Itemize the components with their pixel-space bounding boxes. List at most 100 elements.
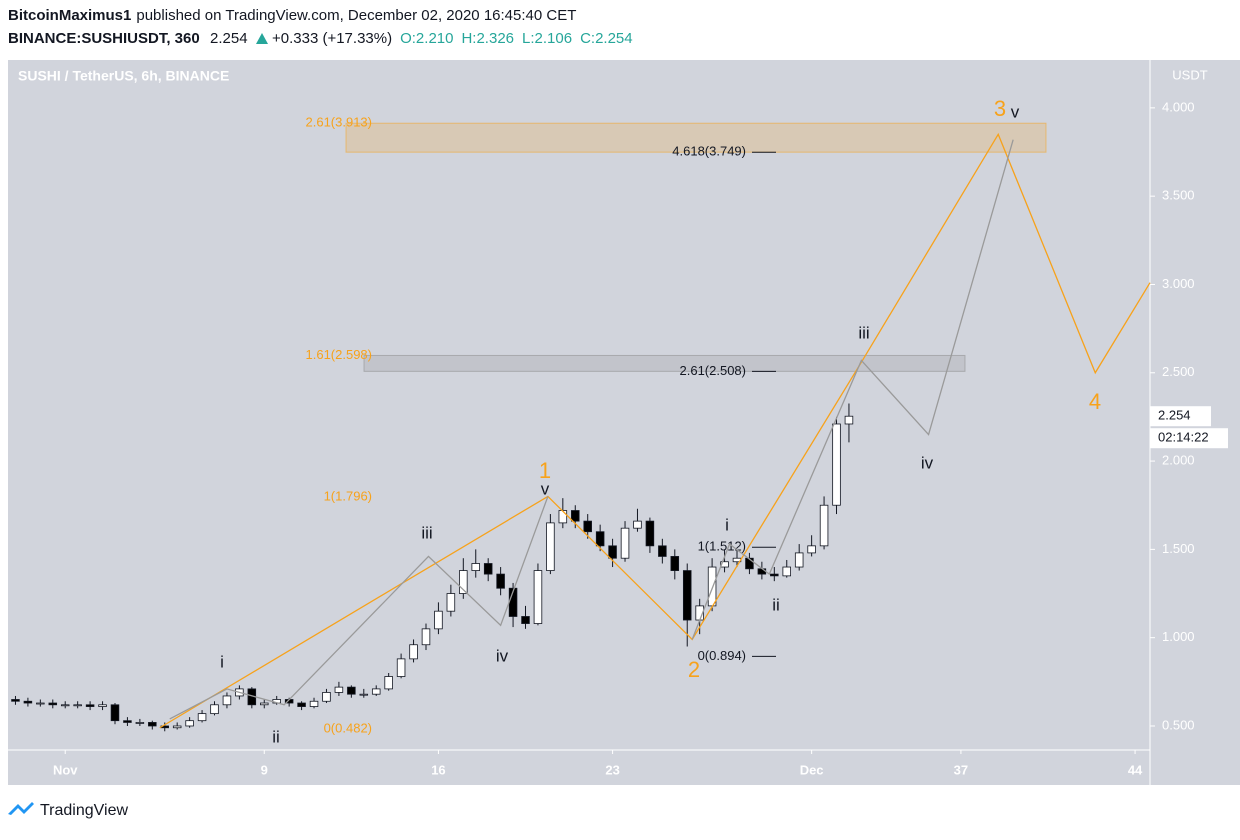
candle-body [334,686,344,693]
candle-body [23,700,33,704]
candle-body [172,725,182,729]
wave-label: iii [421,523,432,542]
y-tick-label: 1.500 [1162,541,1195,556]
candle-body [571,510,580,522]
x-tick-label: 23 [605,762,619,777]
x-tick-label: Nov [53,762,78,777]
wave-line [169,139,1014,720]
x-tick-label: 16 [431,762,445,777]
candle-body [583,520,592,533]
fib-label: 1.61(2.598) [306,347,373,362]
wave-label: iv [921,453,934,472]
fib-label: 0(0.482) [324,721,372,736]
candle-body [658,545,667,557]
candle-body [483,563,493,575]
fib-label: 2.61(3.913) [306,115,373,130]
symbol: BINANCE:SUSHIUSDT, 360 [8,30,200,47]
candle-body [558,510,568,524]
published: published on TradingView.com, December 0… [136,7,576,24]
change: +0.333 (+17.33%) [272,30,392,47]
y-tick-label: 4.000 [1162,99,1195,114]
ohlc-value: O:2.210 [400,30,453,47]
fib-label: 4.618(3.749) [672,144,746,159]
wave-label: 2 [688,657,700,682]
y-tick-label: 0.500 [1162,717,1195,732]
layer: 0.500 1.000 1.500 2.000 2.500 3.000 3.500 4.000… [11,96,1228,777]
wave-label: 3 [994,96,1006,121]
candle-body [73,704,82,707]
candle-body [807,545,816,554]
candle-body [794,552,804,568]
candle-body [770,573,779,577]
fib-label: 1(1.512) [698,539,746,554]
ohlc-value: C:2.254 [580,30,633,47]
candle-body [459,570,468,594]
candle-body [11,699,20,702]
candle-body [384,676,393,690]
axis-unit: USDT [1172,67,1207,82]
time-axis [8,750,1150,785]
fib-zone [345,122,1047,153]
fib-label: 2.61(2.508) [680,363,747,378]
candle-body [471,563,481,571]
y-tick-label: 1.000 [1162,629,1195,644]
logo: TradingView [8,802,128,819]
y-tick-label: 2.500 [1162,364,1195,379]
x-tick-label: 37 [954,762,968,777]
candle-body [595,531,605,547]
wave-label: i [220,652,224,671]
candle-body [844,415,854,425]
candle-body [110,704,120,722]
candle-body [396,658,406,677]
candle-body [60,704,70,707]
x-tick-label: 44 [1128,762,1143,777]
y-tick-label: 3.500 [1162,188,1195,203]
legend: SUSHI / TetherUS, 6h, BINANCE [18,68,229,84]
brand: TradingView [40,802,128,819]
candle-body [720,561,729,568]
candle-body [148,722,157,727]
y-tick-label: 2.000 [1162,453,1195,468]
candle-body [48,702,58,706]
candle-body [446,593,456,612]
x-tick-label: 9 [261,762,268,777]
candle-body [434,610,443,630]
countdown-box [1150,428,1228,449]
candle-body [682,570,692,621]
candle-body [757,568,767,575]
logo-icon [8,802,34,815]
candle-body [620,527,630,559]
candle-body [819,504,829,547]
up-arrow [256,33,268,44]
price-tag-label: 2.254 [1158,408,1191,423]
y-tick-label: 3.000 [1162,276,1195,291]
wave-label: iii [858,323,869,342]
candle-body [123,720,132,723]
countdown: 02:14:22 [1158,430,1209,445]
x-tick-label: Dec [800,762,824,777]
candle-body [36,702,45,705]
candle-body [521,616,530,624]
candle-body [645,520,655,547]
candle-body [185,720,194,727]
candle-body [197,713,207,722]
ohlc: O:2.210 H:2.326 L:2.106 C:2.254 [400,30,633,47]
candle-body [421,628,431,646]
fib-zone [363,354,966,372]
wave-label: ii [772,595,780,614]
fib-label: 1(1.796) [324,489,372,504]
wave-label: 1 [539,458,551,483]
candle-body [347,686,356,695]
candle-body [135,722,145,724]
candle-body [745,557,754,570]
candle-body [359,693,369,696]
author: BitcoinMaximus1 [8,7,131,24]
wave-label: v [541,479,550,498]
candle-body [546,522,555,571]
candle-body [608,545,617,559]
ohlc-value: H:2.326 [461,30,514,47]
candle-body [707,566,717,607]
candle-body [297,702,306,707]
ohlc-value: L:2.106 [522,30,572,47]
